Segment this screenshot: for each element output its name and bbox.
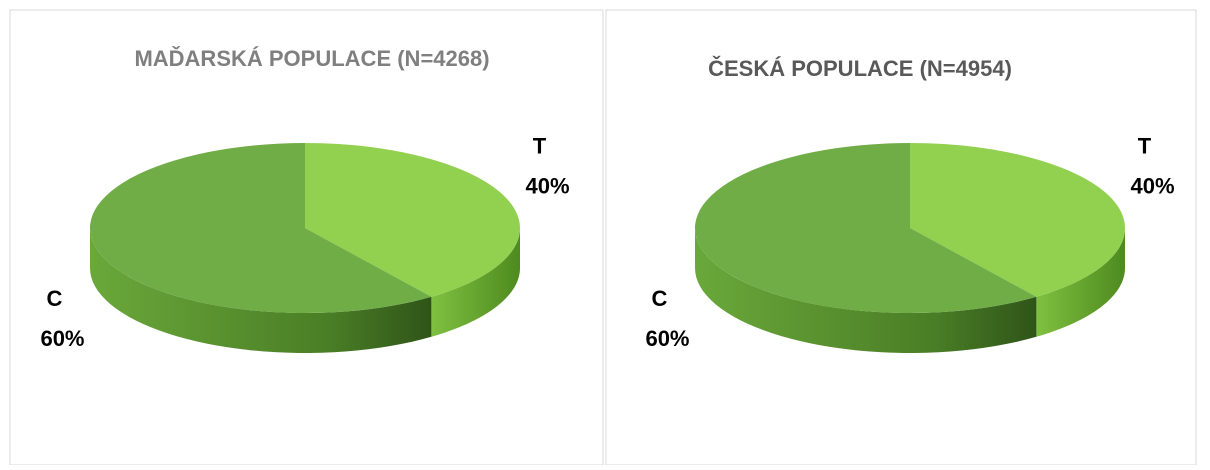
pie-slice bbox=[910, 143, 1125, 297]
pie-side bbox=[431, 228, 520, 337]
category-label: T bbox=[1138, 134, 1152, 159]
chart-title: ČESKÁ POPULACE (N=4954) bbox=[708, 56, 1012, 81]
pie-side bbox=[90, 228, 432, 353]
pie-slice bbox=[89, 143, 432, 313]
category-label: C bbox=[652, 286, 668, 311]
category-label: C bbox=[47, 286, 63, 311]
pie-slice bbox=[305, 143, 520, 297]
value-label: 40% bbox=[525, 174, 569, 199]
chart-title: MAĎARSKÁ POPULACE (N=4268) bbox=[134, 46, 489, 71]
pie-slice bbox=[694, 143, 1037, 313]
value-label: 60% bbox=[645, 326, 689, 351]
value-label: 60% bbox=[40, 326, 84, 351]
pie-side bbox=[695, 228, 1037, 353]
value-label: 40% bbox=[1130, 174, 1174, 199]
pie-side bbox=[1036, 228, 1125, 337]
category-label: T bbox=[533, 134, 547, 159]
